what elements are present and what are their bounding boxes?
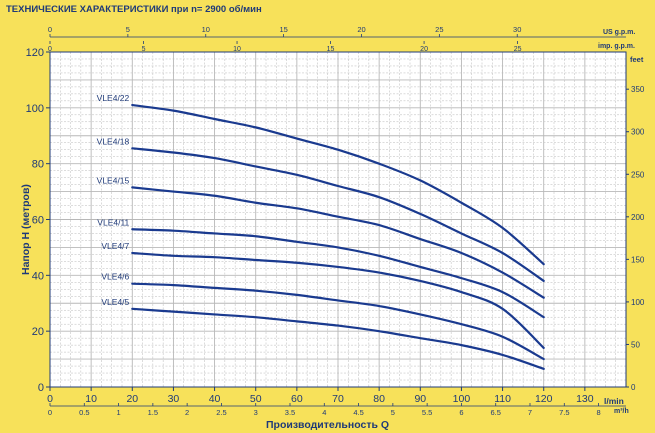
x-lmin-tick-label: 50 <box>250 393 262 405</box>
y-right-tick-label: 350 <box>631 85 645 94</box>
m3h-tick-label: 5.5 <box>422 408 432 417</box>
m3h-tick-label: 0.5 <box>79 408 89 417</box>
y-axis-right-ticks: 0 50 100 150 200 250 300 350 <box>626 85 645 392</box>
x-lmin-tick-label: 100 <box>453 393 471 405</box>
y-left-tick-label: 60 <box>32 215 44 227</box>
x-lmin-tick-label: 120 <box>535 393 553 405</box>
y-left-tick-label: 20 <box>32 326 44 338</box>
right-unit-label: feet <box>630 55 644 64</box>
x-unit-m3h-label: m³/h <box>614 408 629 415</box>
us-gpm-tick-label: 0 <box>48 25 52 34</box>
y-right-tick-label: 100 <box>631 298 645 307</box>
series-label-vle4-11: VLE4/11 <box>97 217 129 227</box>
y-right-tick-label: 50 <box>631 340 640 349</box>
m3h-tick-label: 1 <box>116 408 120 417</box>
top-unit-us-label: US g.p.m. <box>603 29 635 36</box>
y-right-tick-label: 0 <box>631 383 636 392</box>
series-label-vle4-5: VLE4/5 <box>101 297 129 307</box>
m3h-tick-label: 3.5 <box>285 408 295 417</box>
curve-vle4-5 <box>131 307 545 370</box>
imp-gpm-tick-label: 25 <box>514 46 522 53</box>
y-right-tick-label: 200 <box>631 213 645 222</box>
us-gpm-tick-label: 20 <box>357 25 365 34</box>
x-lmin-tick-label: 70 <box>332 393 344 405</box>
us-gpm-tick-label: 30 <box>513 25 521 34</box>
m3h-tick-label: 3 <box>254 408 258 417</box>
imp-gpm-tick-label: 0 <box>48 46 52 53</box>
x-axis-title: Производительность Q <box>266 419 389 431</box>
curve-vle4-15 <box>131 186 545 299</box>
m3h-tick-label: 6.5 <box>490 408 500 417</box>
curve-vle4-18 <box>131 147 545 283</box>
y-left-tick-label: 40 <box>32 270 44 282</box>
series-label-vle4-22: VLE4/22 <box>97 93 130 103</box>
curve-vle4-11 <box>131 228 545 319</box>
curve-vle4-6 <box>131 282 545 361</box>
m3h-tick-label: 7 <box>528 408 532 417</box>
x-lmin-tick-label: 40 <box>209 393 221 405</box>
top-axis-imp-ticks: 0 5 10 15 20 25 <box>48 41 522 53</box>
m3h-tick-label: 2.5 <box>216 408 226 417</box>
top-unit-imp-label: imp. g.p.m. <box>598 43 635 50</box>
x-lmin-tick-label: 110 <box>494 393 511 405</box>
m3h-tick-label: 0 <box>48 408 52 417</box>
y-axis-title: Напор H (метров) <box>20 184 32 275</box>
m3h-tick-label: 8 <box>596 408 600 417</box>
x-lmin-tick-label: 20 <box>126 393 138 405</box>
us-gpm-tick-label: 25 <box>435 25 443 34</box>
y-left-tick-label: 120 <box>26 47 44 59</box>
m3h-tick-label: 1.5 <box>148 408 158 417</box>
y-left-tick-label: 0 <box>38 382 44 394</box>
m3h-tick-label: 6 <box>459 408 463 417</box>
chart-title: ТЕХНИЧЕСКИЕ ХАРАКТЕРИСТИКИ при n= 2900 о… <box>6 4 262 15</box>
imp-gpm-tick-label: 5 <box>142 46 146 53</box>
imp-gpm-tick-label: 20 <box>420 46 428 53</box>
imp-gpm-tick-label: 15 <box>327 46 335 53</box>
m3h-tick-label: 5 <box>391 408 395 417</box>
x-axis-m3h-ticks: 0 0.5 1 1.5 2 2.5 3 3.5 4 4.5 5 5.5 6 6.5 7 7.5 8 <box>48 403 626 417</box>
m3h-tick-label: 7.5 <box>559 408 569 417</box>
x-lmin-tick-label: 130 <box>576 393 594 405</box>
x-lmin-tick-label: 60 <box>291 393 303 405</box>
y-left-tick-label: 100 <box>26 103 44 115</box>
series-label-vle4-6: VLE4/6 <box>101 272 129 282</box>
imp-gpm-tick-label: 10 <box>233 46 241 53</box>
curve-vle4-7 <box>131 251 545 350</box>
series-label-vle4-15: VLE4/15 <box>97 175 130 185</box>
x-lmin-tick-label: 10 <box>85 393 97 405</box>
m3h-tick-label: 4 <box>322 408 326 417</box>
x-axis-lmin-ticks: 0 10 20 30 40 50 60 70 80 90 100 110 120 130 <box>47 387 594 405</box>
m3h-tick-label: 4.5 <box>353 408 363 417</box>
series-label-vle4-18: VLE4/18 <box>97 136 130 146</box>
x-lmin-tick-label: 90 <box>414 393 426 405</box>
m3h-tick-label: 2 <box>185 408 189 417</box>
y-right-tick-label: 250 <box>631 170 645 179</box>
x-unit-lmin-label: l/min <box>604 396 624 406</box>
curve-vle4-22 <box>131 103 545 266</box>
x-lmin-tick-label: 0 <box>47 393 53 405</box>
y-left-tick-label: 80 <box>32 159 44 171</box>
grid-lines <box>50 52 626 387</box>
us-gpm-tick-label: 15 <box>279 25 287 34</box>
top-axis-us-ticks: 0 5 10 15 20 25 30 <box>48 25 626 38</box>
y-right-tick-label: 300 <box>631 128 645 137</box>
series-curves: VLE4/22 VLE4/18 VLE4/15 VLE4/11 VLE4/7 VLE4/6… <box>97 93 545 370</box>
y-axis-left-ticks: 0 20 40 60 80 100 120 <box>26 47 50 394</box>
us-gpm-tick-label: 5 <box>126 25 130 34</box>
x-lmin-tick-label: 80 <box>373 393 385 405</box>
y-right-tick-label: 150 <box>631 255 645 264</box>
series-label-vle4-7: VLE4/7 <box>101 241 129 251</box>
x-lmin-tick-label: 30 <box>168 393 180 405</box>
us-gpm-tick-label: 10 <box>202 25 210 34</box>
